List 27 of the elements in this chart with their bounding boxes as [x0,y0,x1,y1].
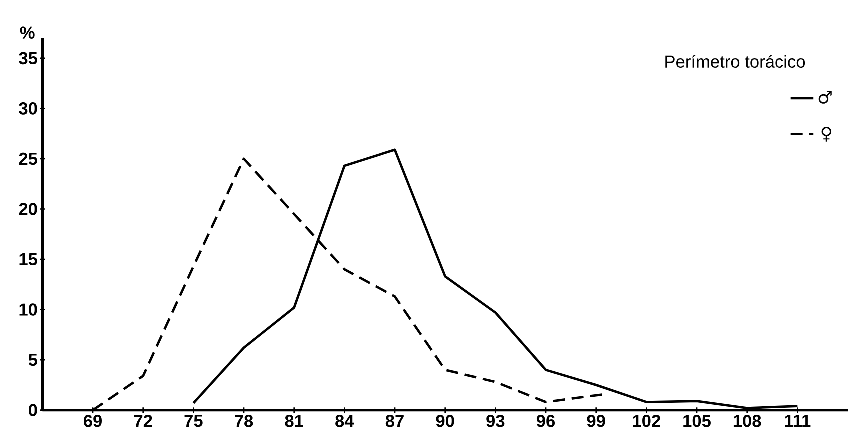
x-tick-label: 81 [285,415,304,428]
x-tick-label: 72 [134,415,152,428]
x-tick-label: 102 [633,415,660,428]
x-tick-label: 69 [84,415,102,428]
y-tick-label: 10 [20,304,38,316]
x-tick-label: 105 [684,415,711,428]
x-tick-label: 75 [184,415,203,428]
y-tick-label: 15 [20,253,38,266]
x-tick-label: 99 [587,415,606,428]
legend-label: ♀ [822,127,832,142]
x-tick-label: 93 [486,415,505,428]
y-tick-label: 30 [19,102,38,115]
y-tick-label: 20 [19,203,38,216]
x-tick-label: 108 [734,415,762,428]
legend-title: Perímetro torácico [666,55,806,68]
x-tick-label: 111 [785,415,811,427]
x-tick-label: 87 [386,415,404,428]
legend-label: ♂ [818,91,832,104]
y-tick-label: 0 [29,404,38,416]
x-tick-label: 78 [235,415,254,428]
y-axis-title: % [20,26,35,39]
x-tick-label: 84 [336,415,354,428]
x-tick-label: 96 [536,415,556,428]
y-tick-label: 35 [19,52,38,65]
x-tick-label: 90 [436,415,454,428]
y-tick-label: 25 [19,152,38,166]
y-tick-label: 5 [28,354,38,366]
